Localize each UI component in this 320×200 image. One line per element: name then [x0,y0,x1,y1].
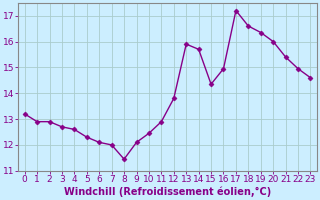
X-axis label: Windchill (Refroidissement éolien,°C): Windchill (Refroidissement éolien,°C) [64,187,271,197]
